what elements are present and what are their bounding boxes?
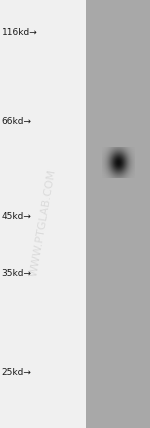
Text: 35kd→: 35kd→ [2, 269, 31, 279]
Text: WWW.PTGLAB.COM: WWW.PTGLAB.COM [29, 168, 58, 277]
Bar [86, 0, 150, 428]
Text: 66kd→: 66kd→ [2, 117, 31, 127]
Text: 25kd→: 25kd→ [2, 368, 31, 377]
Text: 116kd→: 116kd→ [2, 27, 37, 37]
Text: 45kd→: 45kd→ [2, 211, 31, 221]
